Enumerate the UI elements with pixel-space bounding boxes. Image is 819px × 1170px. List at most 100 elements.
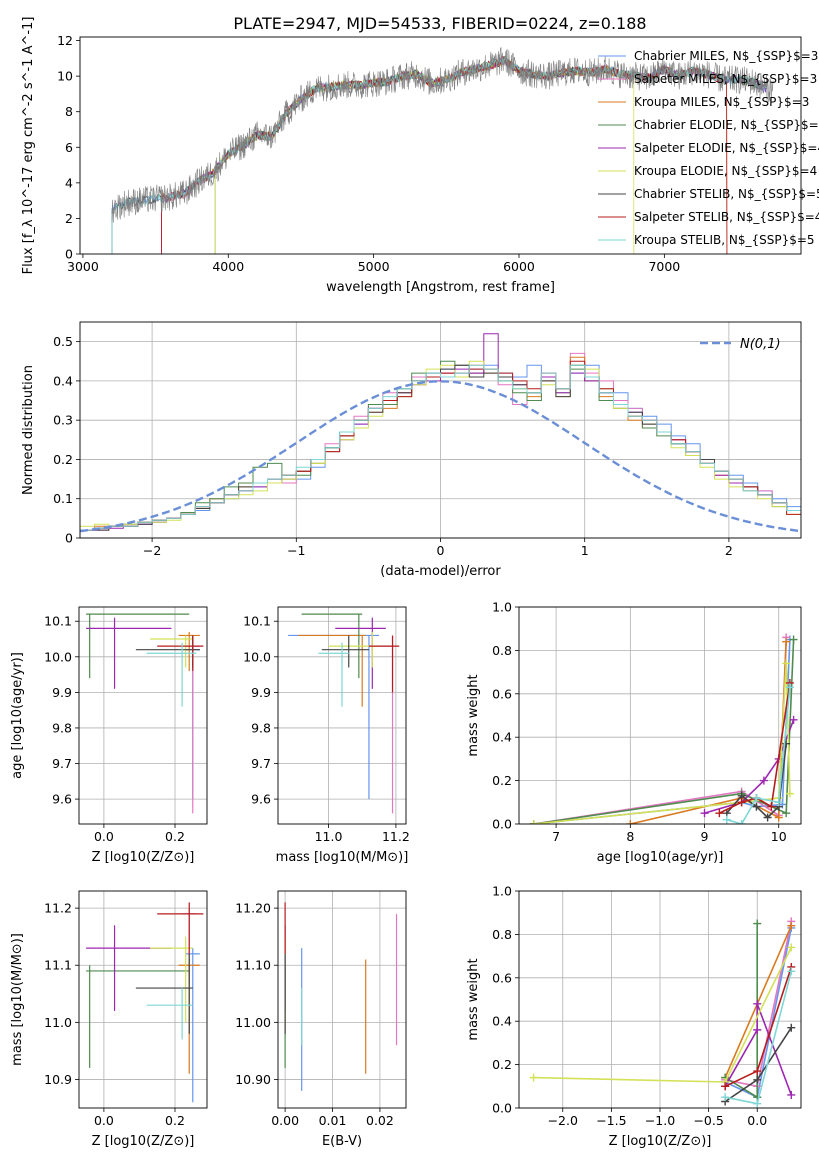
- weight-marker: [787, 967, 796, 976]
- weight-marker: [787, 1090, 796, 1099]
- y-tick-label: 10.9: [44, 1072, 72, 1087]
- weight-marker: [722, 815, 731, 824]
- errorbar-point: [157, 902, 204, 954]
- y-tick-label: 12: [57, 33, 73, 48]
- x-tick-label: 0.02: [366, 1113, 394, 1128]
- weight-marker: [626, 820, 635, 824]
- weight-marker: [774, 813, 783, 822]
- weight-marker: [737, 820, 746, 824]
- errorbar-group: [284, 902, 398, 1091]
- legend-label: Salpeter MILES, N$_{SSP}$=3: [634, 72, 817, 86]
- mass-vs-EBV-panel: 0.00 0.01 0.02 10.90 11.00 11.10 11.20 E(B-V): [235, 890, 407, 1149]
- y-tick-label: 10: [57, 69, 73, 84]
- axes-frame: [518, 890, 802, 1109]
- weight-vs-Z-panel: −2.0 −1.5 −1.0 −0.5 0.0 0.0 0.2 0.4 0.6 0.8 1.0 Z […: [466, 884, 802, 1149]
- x-tick-label: 1: [581, 543, 589, 558]
- y-tick-label: 11.20: [235, 901, 271, 916]
- x-axis-label: age [log10(age/yr)]: [597, 850, 724, 865]
- y-tick-label: 10.0: [243, 649, 271, 664]
- x-tick-label: 0: [437, 543, 445, 558]
- errorbar-point: [86, 925, 172, 1011]
- y-tick-label: 1.0: [492, 884, 512, 899]
- weight-marker: [721, 1082, 730, 1091]
- axes-frame: [518, 606, 802, 825]
- y-tick-label: 0.6: [492, 970, 512, 985]
- weight-marker: [752, 802, 761, 811]
- x-axis-label: Z [log10(Z/Z⊙)]: [609, 1134, 712, 1149]
- y-tick-label: 0.8: [492, 927, 512, 942]
- y-tick-label: 0.8: [492, 643, 512, 658]
- errorbar-point: [298, 634, 366, 707]
- axes-frame: [277, 890, 407, 1109]
- weight-marker: [737, 798, 746, 807]
- weight-marker: [774, 798, 783, 807]
- errorbar-group: [86, 902, 204, 1103]
- y-tick-label: 9.6: [52, 792, 72, 807]
- x-tick-label: 7000: [648, 259, 680, 274]
- legend-label: Kroupa STELIB, N$_{SSP}$=5: [634, 233, 815, 247]
- weight-marker: [782, 809, 791, 818]
- x-tick-label: 0.0: [94, 1113, 114, 1128]
- x-tick-label: 10: [771, 829, 787, 844]
- histogram-step: [80, 364, 801, 538]
- figure-title: PLATE=2947, MJD=54533, FIBERID=0224, z=0…: [233, 14, 646, 33]
- axes-frame: [79, 36, 802, 255]
- y-tick-label: 0.0: [492, 1101, 512, 1116]
- x-tick-label: 2: [725, 543, 733, 558]
- y-axis-label: Flux [f_λ 10^-17 erg cm^-2 s^-1 A^-1]: [21, 17, 36, 275]
- x-tick-label: 0.01: [319, 1113, 347, 1128]
- weight-marker: [753, 999, 762, 1008]
- weight-marker: [529, 1073, 538, 1082]
- weight-marker: [721, 1093, 730, 1102]
- weight-line: [533, 639, 791, 824]
- y-tick-label: 9.7: [251, 756, 271, 771]
- x-tick-label: −2.0: [548, 1113, 578, 1128]
- weight-vs-age-panel: 7 8 9 10 0.0 0.2 0.4 0.6 0.8 1.0 age [log10(age/yr…: [466, 600, 802, 865]
- weight-marker: [753, 1067, 762, 1076]
- weight-marker: [787, 1023, 796, 1032]
- y-tick-label: 6: [65, 140, 73, 155]
- errorbar-point: [146, 988, 193, 1040]
- x-tick-label: 0.2: [165, 1113, 185, 1128]
- y-tick-label: 0.2: [53, 452, 73, 467]
- y-tick-label: 8: [65, 104, 73, 119]
- age-vs-mass-panel: 11.0 11.2 9.6 9.7 9.8 9.9 10.0 10.1 mass [log10(…: [243, 606, 410, 865]
- x-axis-label: mass [log10(M/M⊙)]: [276, 850, 409, 865]
- y-tick-label: 11.0: [44, 1015, 72, 1030]
- y-tick-label: 0.5: [53, 334, 73, 349]
- weight-marker: [753, 1099, 762, 1108]
- spectrum-observed-line: [111, 46, 774, 223]
- legend-label: Salpeter STELIB, N$_{SSP}$=4: [634, 210, 819, 224]
- legend-label: Kroupa MILES, N$_{SSP}$=3: [634, 95, 809, 109]
- weight-marker: [763, 813, 772, 822]
- x-tick-label: 11.2: [382, 829, 410, 844]
- y-tick-label: 0.4: [492, 730, 512, 745]
- y-tick-label: 0.2: [492, 1057, 512, 1072]
- y-axis-label: mass [log10(M/M⊙)]: [10, 933, 25, 1066]
- errorbar-point: [135, 953, 193, 1034]
- legend-label: N(0,1): [740, 337, 781, 352]
- legend-label: Kroupa ELODIE, N$_{SSP}$=4: [634, 164, 817, 178]
- weight-marker: [782, 739, 791, 748]
- legend-label: Salpeter ELODIE, N$_{SSP}$=4: [634, 141, 819, 155]
- spectrum-legend: Chabrier MILES, N$_{SSP}$=3 Salpeter MILE…: [598, 49, 819, 247]
- weight-marker: [529, 820, 538, 824]
- spectrum-series-group: [111, 46, 774, 254]
- y-tick-label: 9.9: [52, 685, 72, 700]
- errorbar-point: [86, 965, 190, 1069]
- errorbar-point: [368, 635, 400, 693]
- errorbar-point: [318, 642, 349, 707]
- errorbar-point: [321, 635, 369, 668]
- y-tick-label: 1.0: [492, 600, 512, 615]
- x-tick-label: 7: [552, 829, 560, 844]
- weight-marker: [782, 659, 791, 668]
- y-tick-label: 2: [65, 211, 73, 226]
- errorbar-point: [135, 635, 200, 668]
- y-tick-label: 10.90: [235, 1072, 271, 1087]
- x-tick-label: 0.2: [165, 829, 185, 844]
- errorbar-point: [146, 642, 197, 707]
- weight-marker: [785, 683, 794, 692]
- x-tick-label: 0.0: [94, 829, 114, 844]
